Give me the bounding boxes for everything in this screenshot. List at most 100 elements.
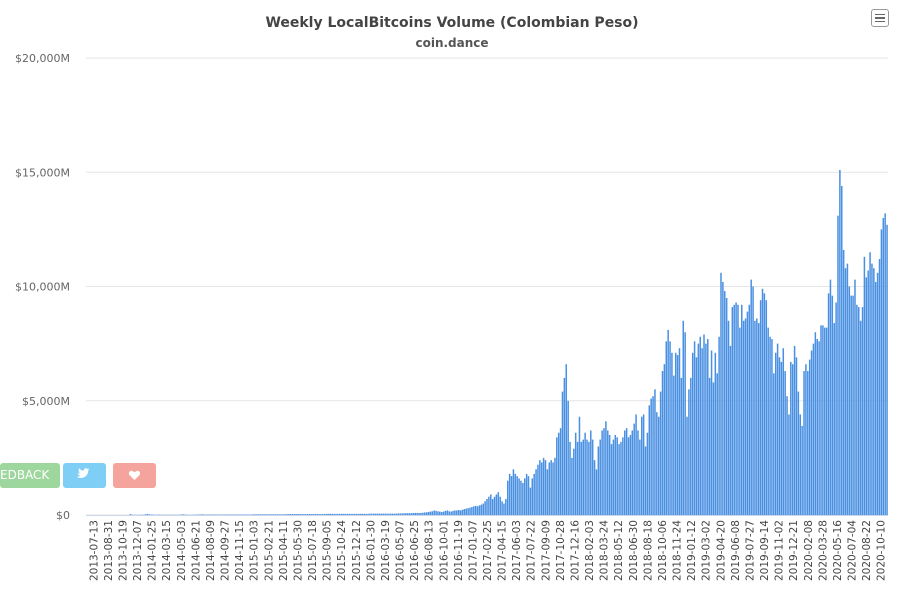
bar — [678, 348, 681, 515]
bar — [529, 487, 532, 515]
bar — [525, 473, 528, 515]
bar — [540, 462, 543, 515]
bar — [406, 513, 409, 515]
bar — [825, 327, 828, 515]
bar — [793, 345, 796, 515]
bar — [657, 416, 660, 515]
chart-title: Weekly LocalBitcoins Volume (Colombian P… — [265, 15, 639, 31]
bar — [824, 327, 826, 515]
bar — [863, 256, 866, 515]
x-tick-label: 2020-07-04 — [847, 520, 859, 581]
bar — [490, 494, 492, 515]
bar — [527, 476, 530, 515]
bar — [867, 270, 869, 515]
bar — [774, 352, 777, 515]
bar — [318, 514, 320, 515]
bar — [835, 302, 837, 515]
bar — [552, 462, 554, 515]
x-tick-label: 2015-12-12 — [351, 520, 363, 581]
bar — [393, 513, 396, 515]
bar — [271, 514, 273, 515]
bar — [597, 446, 600, 515]
bar — [593, 460, 596, 515]
x-tick-label: 2016-10-01 — [438, 520, 450, 581]
y-tick-label: $10,000M — [15, 281, 70, 294]
bar — [848, 286, 851, 515]
bar — [291, 514, 294, 515]
bar — [801, 425, 803, 515]
bar — [857, 307, 860, 515]
twitter-button[interactable] — [63, 463, 106, 488]
x-tick-label: 2017-07-22 — [526, 520, 538, 581]
bar — [822, 325, 824, 515]
x-tick-label: 2020-08-22 — [861, 520, 873, 581]
bar — [754, 320, 756, 515]
x-tick-label: 2019-04-20 — [715, 520, 727, 581]
bar — [871, 263, 873, 515]
x-tick-label: 2016-05-07 — [395, 520, 407, 581]
bar — [829, 279, 832, 515]
bar — [637, 430, 639, 515]
bar — [861, 307, 864, 515]
bar — [620, 441, 622, 515]
bar — [491, 499, 494, 515]
bar — [854, 279, 856, 515]
bar — [314, 514, 317, 515]
bar — [757, 323, 760, 515]
bar — [412, 512, 415, 515]
x-tick-label: 2017-12-16 — [569, 520, 581, 581]
bar — [667, 329, 669, 515]
bar — [614, 435, 617, 515]
bar — [474, 505, 477, 515]
bar — [427, 512, 430, 515]
bar — [331, 513, 334, 515]
chart-menu-button[interactable] — [871, 9, 889, 27]
bar — [503, 503, 505, 515]
x-tick-label: 2014-01-25 — [147, 520, 159, 581]
bar — [559, 428, 562, 515]
x-tick-label: 2017-09-09 — [540, 520, 552, 581]
bar — [254, 514, 256, 515]
bar — [259, 514, 262, 515]
bar — [286, 514, 288, 515]
bar — [648, 405, 651, 515]
bar — [605, 421, 607, 515]
bar — [357, 513, 360, 515]
bar — [337, 513, 339, 515]
bar — [374, 513, 377, 515]
bar — [639, 439, 641, 515]
bar — [537, 464, 539, 515]
bar — [748, 304, 751, 515]
bar — [573, 448, 575, 515]
bar — [382, 513, 384, 515]
bar — [782, 348, 785, 515]
bar — [546, 469, 549, 515]
bar — [767, 327, 769, 515]
bar — [365, 513, 367, 515]
feedback-button[interactable]: EDBACK — [0, 463, 60, 488]
x-tick-label: 2014-11-15 — [234, 520, 246, 581]
x-tick-label: 2016-11-19 — [453, 520, 465, 581]
bar — [788, 414, 790, 515]
bar — [690, 377, 692, 515]
y-tick-label: $5,000M — [22, 395, 70, 408]
bar — [182, 514, 184, 515]
bar — [408, 513, 411, 515]
bar — [869, 252, 871, 515]
bar — [463, 509, 466, 515]
bar — [535, 469, 537, 515]
x-tick-label: 2019-01-12 — [686, 520, 698, 581]
bar — [429, 511, 432, 515]
x-tick-label: 2015-05-30 — [292, 520, 304, 581]
bar — [578, 416, 581, 515]
bar — [640, 416, 643, 515]
bar — [556, 437, 558, 515]
bar — [833, 323, 835, 515]
x-tick-label: 2013-12-07 — [132, 520, 144, 581]
x-tick-label: 2015-09-05 — [322, 520, 334, 581]
bar — [340, 513, 343, 515]
bar — [282, 514, 284, 515]
favorite-button[interactable] — [113, 463, 156, 488]
bar — [776, 343, 779, 515]
bar — [856, 304, 858, 515]
